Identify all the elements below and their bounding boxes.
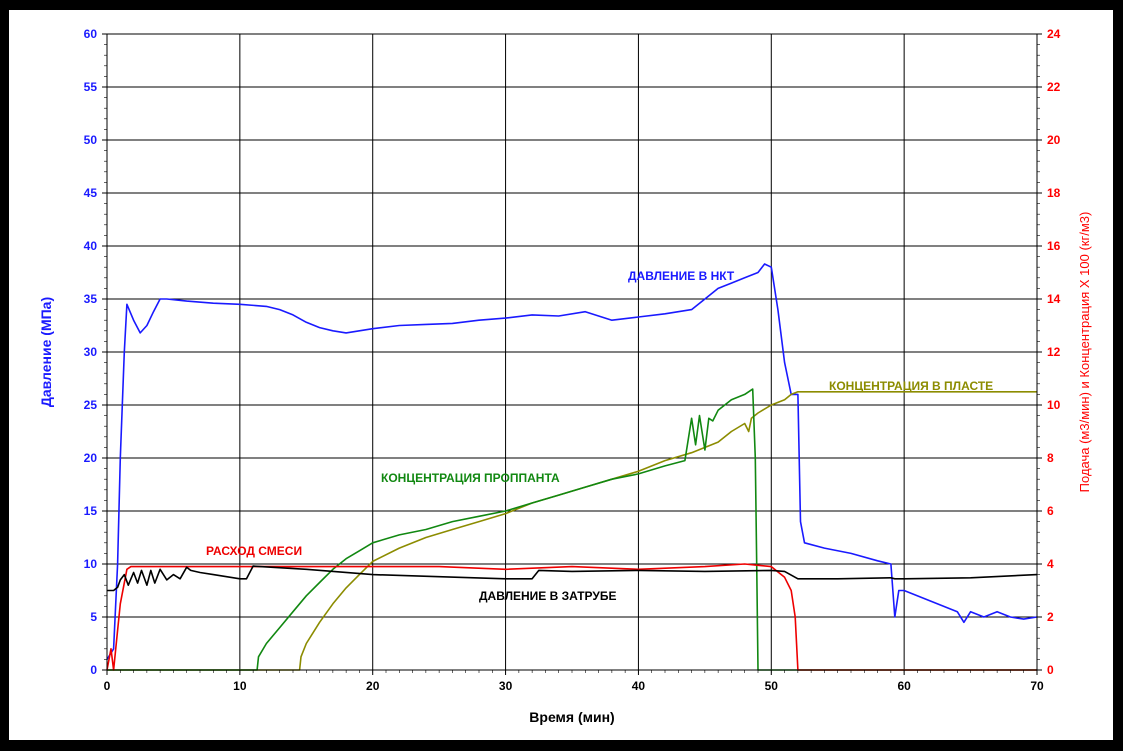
x-tick-label: 50 (765, 679, 779, 693)
left-tick-label: 0 (90, 663, 97, 677)
right-tick-label: 4 (1047, 557, 1054, 571)
x-tick-label: 70 (1030, 679, 1044, 693)
left-tick-label: 50 (84, 133, 98, 147)
right-tick-label: 8 (1047, 451, 1054, 465)
annotation-label: ДАВЛЕНИЕ В НКТ (628, 269, 735, 283)
series-annotations: ДАВЛЕНИЕ В НКТ КОНЦЕНТРАЦИЯ В ПЛАСТЕ КОНЦЕ… (206, 269, 993, 603)
left-tick-label: 35 (84, 292, 98, 306)
left-tick-label: 10 (84, 557, 98, 571)
left-tick-label: 5 (90, 610, 97, 624)
left-axis-title: Давление (МПа) (38, 297, 54, 407)
right-tick-label: 0 (1047, 663, 1054, 677)
left-tick-label: 15 (84, 504, 98, 518)
series-layer (106, 263, 1038, 671)
annotation-label: РАСХОД СМЕСИ (206, 544, 302, 558)
series-line (107, 390, 1037, 671)
series-line (106, 263, 1038, 660)
left-tick-label: 20 (84, 451, 98, 465)
left-tick-label: 40 (84, 239, 98, 253)
x-tick-label: 20 (366, 679, 380, 693)
right-tick-label: 18 (1047, 186, 1061, 200)
left-tick-label: 25 (84, 398, 98, 412)
left-tick-label: 55 (84, 80, 98, 94)
gridlines (106, 33, 1038, 671)
left-tick-label: 30 (84, 345, 98, 359)
x-tick-label: 10 (233, 679, 247, 693)
series-line (106, 563, 1037, 671)
left-tick-label: 60 (84, 27, 98, 41)
x-axis-ticks: 0 10 20 30 40 50 60 70 (104, 670, 1044, 693)
right-tick-label: 14 (1047, 292, 1061, 306)
x-tick-label: 40 (632, 679, 646, 693)
left-axis-ticks: 0 5 10 15 20 25 30 35 40 45 50 55 60 (84, 27, 107, 677)
right-tick-label: 16 (1047, 239, 1061, 253)
right-tick-label: 10 (1047, 398, 1061, 412)
annotation-label: КОНЦЕНТРАЦИЯ ПРОППАНТА (381, 471, 560, 485)
right-tick-label: 6 (1047, 504, 1054, 518)
right-tick-label: 22 (1047, 80, 1061, 94)
x-tick-label: 60 (897, 679, 911, 693)
right-tick-label: 12 (1047, 345, 1061, 359)
series-line (107, 565, 1038, 592)
annotation-label: ДАВЛЕНИЕ В ЗАТРУБЕ (479, 589, 617, 603)
x-tick-label: 0 (104, 679, 111, 693)
left-tick-label: 45 (84, 186, 98, 200)
annotation-label: КОНЦЕНТРАЦИЯ В ПЛАСТЕ (829, 379, 993, 393)
x-axis-title: Время (мин) (529, 709, 614, 725)
right-tick-label: 2 (1047, 610, 1054, 624)
series-line (107, 388, 1037, 671)
right-tick-label: 20 (1047, 133, 1061, 147)
right-axis-title: Подача (м3/мин) и Концентрация X 100 (кг… (1077, 212, 1092, 493)
right-tick-label: 24 (1047, 27, 1061, 41)
chart-panel: 0 5 10 15 20 25 30 35 40 45 50 55 60 0 2 4 6 8 10 12 14 16 18… (9, 10, 1113, 740)
x-tick-label: 30 (499, 679, 513, 693)
